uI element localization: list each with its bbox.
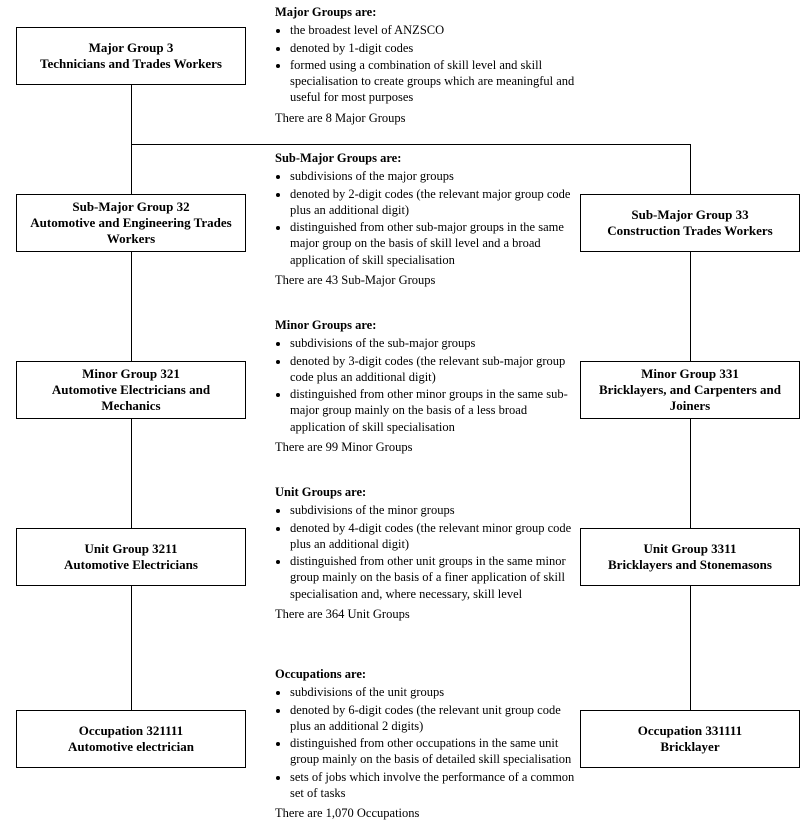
box-unit-left: Unit Group 3211Automotive Electricians <box>16 528 246 586</box>
box-subtitle: Bricklayers and Stonemasons <box>608 557 772 573</box>
desc-bullets: subdivisions of the sub-major groups deno… <box>275 335 580 435</box>
desc-minor: Minor Groups are: subdivisions of the sub… <box>275 317 580 455</box>
connector-vertical-right-2 <box>690 419 691 528</box>
desc-bullet: subdivisions of the minor groups <box>290 502 580 518</box>
box-title: Sub-Major Group 33 <box>631 207 748 223</box>
desc-submajor: Sub-Major Groups are: subdivisions of the… <box>275 150 580 288</box>
connector-vertical-right-1 <box>690 252 691 361</box>
desc-unit: Unit Groups are: subdivisions of the mino… <box>275 484 580 622</box>
box-occ-right: Occupation 331111Bricklayer <box>580 710 800 768</box>
box-title: Sub-Major Group 32 <box>72 199 189 215</box>
desc-heading: Occupations are: <box>275 666 580 682</box>
desc-bullet: subdivisions of the major groups <box>290 168 580 184</box>
desc-footer: There are 43 Sub-Major Groups <box>275 272 580 288</box>
desc-heading: Unit Groups are: <box>275 484 580 500</box>
box-submajor-left: Sub-Major Group 32Automotive and Enginee… <box>16 194 246 252</box>
desc-bullets: subdivisions of the minor groups denoted … <box>275 502 580 602</box>
desc-bullet: denoted by 4-digit codes (the relevant m… <box>290 520 580 553</box>
desc-bullet: subdivisions of the unit groups <box>290 684 580 700</box>
box-minor-right: Minor Group 331Bricklayers, and Carpente… <box>580 361 800 419</box>
box-title: Unit Group 3311 <box>644 541 737 557</box>
box-unit-right: Unit Group 3311Bricklayers and Stonemaso… <box>580 528 800 586</box>
box-subtitle: Bricklayers, and Carpenters and Joiners <box>587 382 793 415</box>
desc-footer: There are 364 Unit Groups <box>275 606 580 622</box>
connector-vertical-left-2 <box>131 419 132 528</box>
box-major-left: Major Group 3Technicians and Trades Work… <box>16 27 246 85</box>
desc-bullet: denoted by 3-digit codes (the relevant s… <box>290 353 580 386</box>
connector-vertical-left-1 <box>131 252 132 361</box>
connector-vertical-left-3 <box>131 586 132 710</box>
box-title: Minor Group 331 <box>641 366 739 382</box>
box-title: Minor Group 321 <box>82 366 180 382</box>
box-subtitle: Automotive Electricians and Mechanics <box>23 382 239 415</box>
desc-major: Major Groups are: the broadest level of A… <box>275 4 580 126</box>
desc-bullet: the broadest level of ANZSCO <box>290 22 580 38</box>
box-subtitle: Automotive electrician <box>68 739 194 755</box>
desc-bullet: distinguished from other sub-major group… <box>290 219 580 268</box>
desc-bullet: distinguished from other occupations in … <box>290 735 580 768</box>
desc-heading: Minor Groups are: <box>275 317 580 333</box>
desc-bullets: subdivisions of the unit groups denoted b… <box>275 684 580 801</box>
box-subtitle: Technicians and Trades Workers <box>40 56 222 72</box>
box-occ-left: Occupation 321111Automotive electrician <box>16 710 246 768</box>
connector-vertical-left-0 <box>131 85 132 194</box>
box-minor-left: Minor Group 321Automotive Electricians a… <box>16 361 246 419</box>
desc-bullet: denoted by 2-digit codes (the relevant m… <box>290 186 580 219</box>
desc-bullet: distinguished from other minor groups in… <box>290 386 580 435</box>
desc-footer: There are 8 Major Groups <box>275 110 580 126</box>
box-subtitle: Automotive Electricians <box>64 557 198 573</box>
desc-bullets: the broadest level of ANZSCO denoted by 1… <box>275 22 580 105</box>
desc-heading: Sub-Major Groups are: <box>275 150 580 166</box>
desc-footer: There are 99 Minor Groups <box>275 439 580 455</box>
box-title: Unit Group 3211 <box>85 541 178 557</box>
connector-horizontal-branch <box>131 144 691 145</box>
desc-bullet: subdivisions of the sub-major groups <box>290 335 580 351</box>
desc-bullet: sets of jobs which involve the performan… <box>290 769 580 802</box>
desc-bullet: formed using a combination of skill leve… <box>290 57 580 106</box>
connector-vertical-right-3 <box>690 586 691 710</box>
box-submajor-right: Sub-Major Group 33Construction Trades Wo… <box>580 194 800 252</box>
box-subtitle: Construction Trades Workers <box>607 223 772 239</box>
desc-footer: There are 1,070 Occupations <box>275 805 580 821</box>
box-title: Occupation 321111 <box>79 723 183 739</box>
desc-heading: Major Groups are: <box>275 4 580 20</box>
box-subtitle: Bricklayer <box>660 739 719 755</box>
connector-vertical-right-stub <box>690 144 691 194</box>
box-title: Occupation 331111 <box>638 723 742 739</box>
desc-bullet: denoted by 6-digit codes (the relevant u… <box>290 702 580 735</box>
desc-bullet: denoted by 1-digit codes <box>290 40 580 56</box>
desc-bullet: distinguished from other unit groups in … <box>290 553 580 602</box>
desc-occ: Occupations are: subdivisions of the unit… <box>275 666 580 821</box>
box-title: Major Group 3 <box>89 40 174 56</box>
desc-bullets: subdivisions of the major groups denoted … <box>275 168 580 268</box>
box-subtitle: Automotive and Engineering Trades Worker… <box>23 215 239 248</box>
